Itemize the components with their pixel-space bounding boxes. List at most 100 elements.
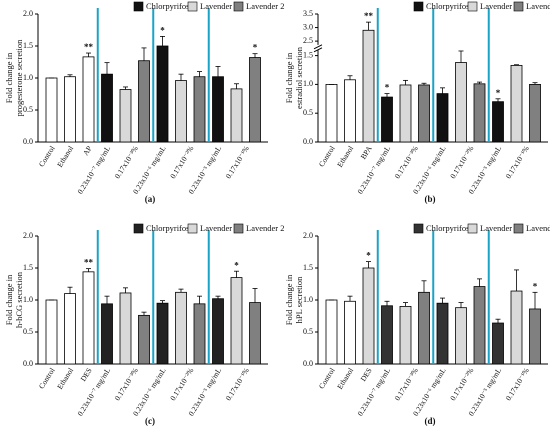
legend-label: Chlorpyrifos <box>426 1 469 11</box>
bar <box>473 286 486 365</box>
bar <box>249 57 261 143</box>
y-tick-label: 0.0 <box>23 359 33 368</box>
bar <box>510 290 523 365</box>
bar <box>344 79 356 143</box>
x-tick-label: 0.17x10⁻¹% <box>504 366 531 402</box>
chart-panel: 0.0 0.5 1.0 1.5 2.0 Fold change in hPL secreti… <box>284 223 550 426</box>
bar <box>175 80 187 143</box>
x-tick-label: 0.17x10⁻²% <box>448 366 475 402</box>
y-axis-label: Fold change in <box>284 274 294 325</box>
y-tick-label: 0.0 <box>303 359 313 368</box>
y-tick-label: 1.0 <box>303 295 313 304</box>
y-tick-label: 2.0 <box>23 231 33 240</box>
legend-swatch <box>233 1 244 12</box>
bar <box>175 291 187 365</box>
bar <box>230 88 243 143</box>
legend-label: Lavender 2 <box>526 1 550 11</box>
x-tick-label: BPA <box>359 144 374 161</box>
x-tick-label: 0.17x10⁻¹% <box>224 366 251 402</box>
bar <box>230 277 243 365</box>
y-tick-label: 3.0 <box>303 22 313 31</box>
x-tick-label: 0.17x10⁻¹% <box>504 144 531 180</box>
bar <box>212 298 224 365</box>
legend-label: Chlorpyrifos <box>426 223 469 233</box>
chart-panel: 0.0 0.5 1.0 1.5 2.0 Fold change in h-hCG secre… <box>4 223 285 426</box>
y-tick-label: 1.5 <box>23 41 33 50</box>
y-tick-label: 0.0 <box>23 137 33 146</box>
panel-label: (c) <box>145 416 155 426</box>
y-tick-label: 2.5 <box>303 36 313 45</box>
y-axis-label: hPL secretion <box>294 276 304 323</box>
y-tick-label: 2.0 <box>303 231 313 240</box>
y-tick-label: 3.5 <box>303 9 313 18</box>
y-tick-label: 1.0 <box>23 73 33 82</box>
y-tick-label: 0.5 <box>23 105 33 114</box>
bar <box>362 267 375 365</box>
x-tick-label: Control <box>317 144 337 168</box>
x-tick-label: 0.17x10⁻²% <box>168 144 195 180</box>
bar <box>101 73 113 143</box>
y-tick-label: 0.5 <box>23 327 33 336</box>
x-tick-label: 0.17x10⁻³% <box>393 144 420 180</box>
legend-label: Lavender 2 <box>526 223 550 233</box>
x-tick-label: Control <box>37 144 57 168</box>
bar <box>212 76 224 143</box>
legend-label: Lavender 1 <box>200 223 238 233</box>
legend-label: Lavender 2 <box>246 1 284 11</box>
bar <box>381 96 393 143</box>
y-tick-label: 0.5 <box>303 327 313 336</box>
legend-swatch <box>513 1 524 12</box>
bar <box>119 292 132 365</box>
x-tick-label: 0.17x10⁻¹% <box>224 144 251 180</box>
axis-break <box>313 44 323 50</box>
x-tick-label: Ethanol <box>55 366 75 391</box>
legend-swatch <box>413 223 424 234</box>
bar <box>455 307 467 365</box>
bar <box>101 303 113 365</box>
bar <box>325 84 338 143</box>
bar <box>82 56 95 143</box>
bar <box>381 305 393 365</box>
x-tick-label: 0.17x10⁻³% <box>113 144 140 180</box>
legend-label: Lavender 2 <box>246 223 284 233</box>
y-tick-label: 0.0 <box>303 137 313 146</box>
chart-panel: 0.0 0.5 1.0 1.5 2.5 3.0 3.5 Fold change in estra… <box>284 1 550 204</box>
significance-label: ** <box>84 258 94 268</box>
bar <box>45 77 58 143</box>
bar <box>156 302 169 365</box>
y-tick-label: 1.0 <box>303 79 313 88</box>
legend-swatch <box>467 223 478 234</box>
bar <box>64 293 76 365</box>
y-axis-label: Fold change in <box>4 52 14 103</box>
bar <box>193 76 206 143</box>
bar <box>436 93 449 143</box>
bar <box>193 303 206 365</box>
y-axis-label: h-hCG secretion <box>14 271 24 328</box>
x-tick-label: Ethanol <box>335 366 355 391</box>
y-axis-label: Fold change in <box>284 52 294 103</box>
y-tick-label: 1.5 <box>303 263 313 272</box>
x-tick-label: DES <box>359 366 374 383</box>
significance-label: * <box>160 25 165 35</box>
legend-label: Lavender 1 <box>480 223 518 233</box>
legend-swatch <box>513 223 524 234</box>
panel-label: (d) <box>425 416 436 426</box>
x-tick-label: Ethanol <box>55 144 75 169</box>
y-tick-label: 0.5 <box>303 108 313 117</box>
bar <box>138 314 150 365</box>
significance-label: * <box>366 251 371 261</box>
x-tick-label: DES <box>79 366 94 383</box>
x-tick-label: 0.17x10⁻²% <box>448 144 475 180</box>
legend-swatch <box>413 1 424 12</box>
legend-label: Lavender 1 <box>480 1 518 11</box>
panel-label: (a) <box>145 194 156 204</box>
bar <box>119 89 132 143</box>
bar <box>362 29 375 143</box>
bar <box>418 291 430 365</box>
bar <box>418 84 430 143</box>
x-tick-label: Ethanol <box>335 144 355 169</box>
x-tick-label: 0.17x10⁻³% <box>113 366 140 402</box>
bar <box>138 60 150 143</box>
bar <box>492 322 504 365</box>
